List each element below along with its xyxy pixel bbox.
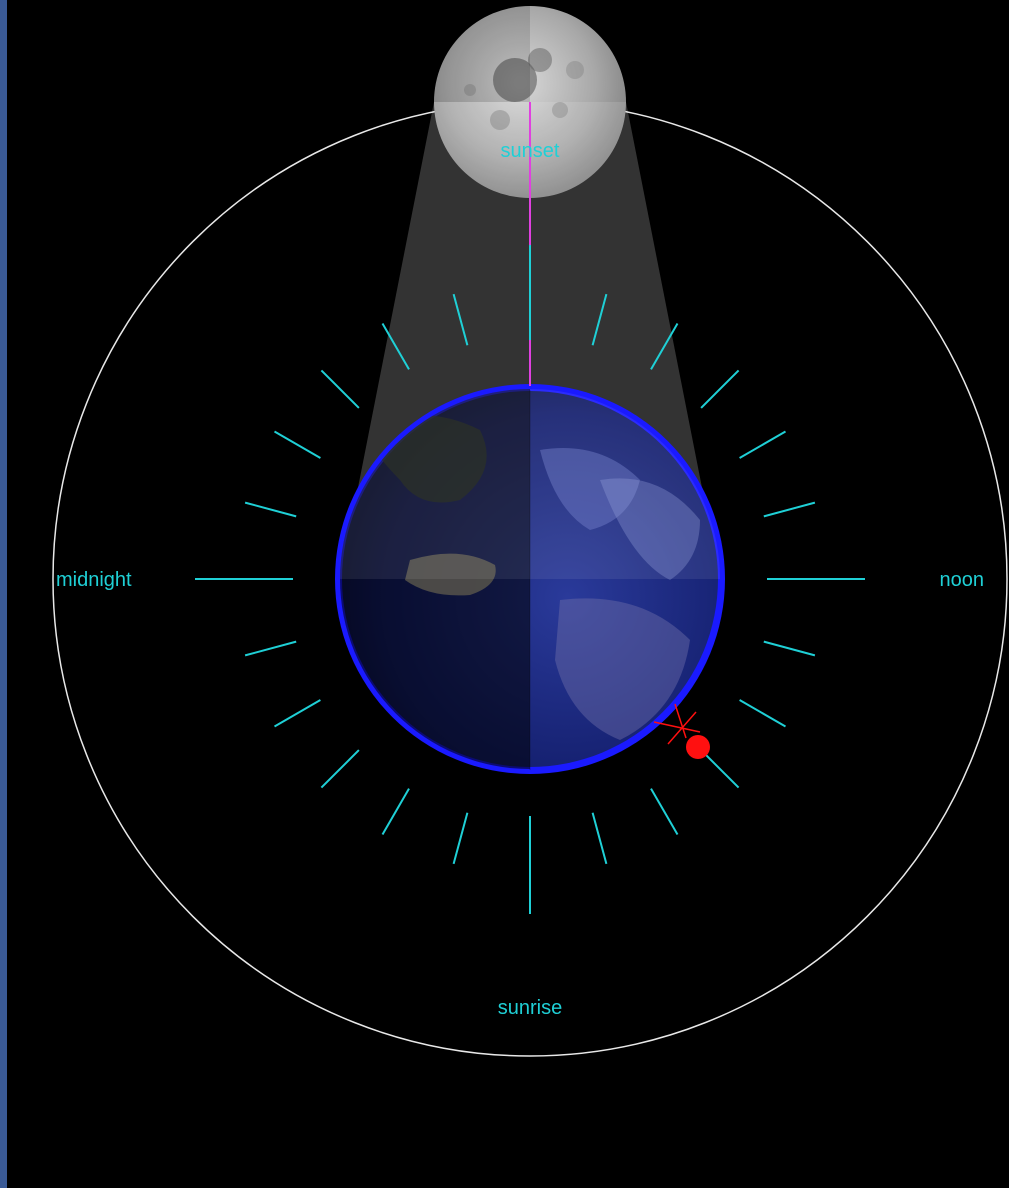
left-panel-edge — [0, 0, 7, 1188]
hour-tick — [452, 812, 469, 865]
hour-tick — [244, 640, 297, 657]
hour-tick — [739, 430, 786, 459]
hour-tick — [700, 369, 740, 409]
hour-tick — [452, 293, 469, 346]
hour-tick — [650, 323, 679, 370]
hour-tick — [591, 812, 608, 865]
hour-tick — [591, 293, 608, 346]
hour-tick — [763, 640, 816, 657]
sunrise-label: sunrise — [498, 997, 562, 1019]
hour-tick — [320, 749, 360, 789]
noon-label: noon — [940, 569, 985, 591]
hour-tick — [320, 369, 360, 409]
hour-ticks — [195, 293, 865, 914]
hour-tick — [381, 323, 410, 370]
hour-tick — [763, 501, 816, 518]
hour-tick — [650, 788, 679, 835]
observer-red-dot[interactable] — [686, 735, 710, 759]
midnight-label: midnight — [56, 569, 132, 591]
hour-tick — [274, 699, 321, 728]
sunset-label: sunset — [501, 140, 560, 162]
hour-tick — [244, 501, 297, 518]
hour-tick — [381, 788, 410, 835]
hour-tick — [274, 430, 321, 459]
hour-tick — [739, 699, 786, 728]
hour-tick — [700, 749, 740, 789]
horizon-cross-marker — [653, 703, 701, 745]
